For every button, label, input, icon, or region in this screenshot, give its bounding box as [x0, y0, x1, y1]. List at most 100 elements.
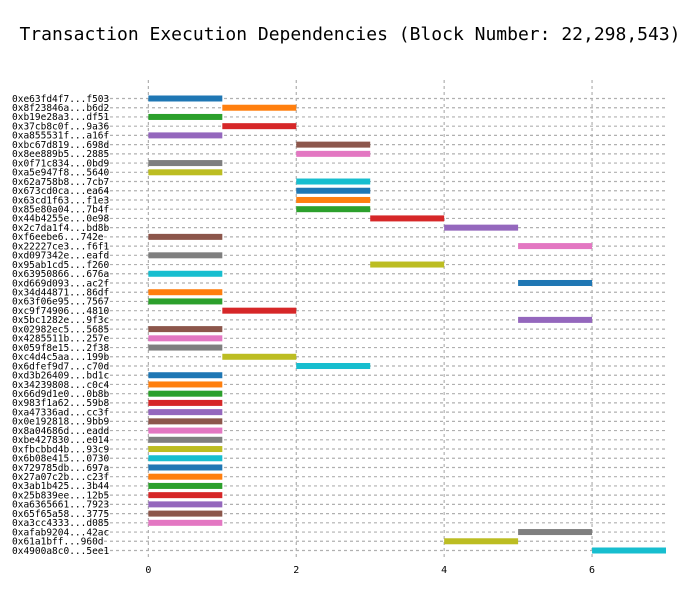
transaction-bar	[148, 169, 223, 176]
transaction-bar	[518, 316, 593, 323]
transaction-bar	[148, 427, 223, 434]
transaction-label: 0x65f65a58...3775	[12, 509, 109, 520]
transaction-bar	[148, 492, 223, 499]
transaction-bar	[148, 270, 223, 277]
transaction-label: 0xd097342e...eafd	[12, 251, 109, 262]
transaction-bar	[222, 353, 297, 360]
transaction-bar	[148, 95, 223, 102]
transaction-label: 0x63cd1f63...f1e3	[12, 195, 109, 206]
transaction-bar	[148, 289, 223, 296]
transaction-bar	[148, 409, 223, 416]
transaction-label: 0xc4d4c5aa...199b	[12, 352, 110, 363]
transaction-bar	[592, 547, 666, 554]
transaction-label: 0xa3cc4333...d085	[12, 518, 109, 529]
transaction-label: 0xd3b26409...bd1c	[12, 371, 109, 382]
transaction-label: 0x34239808...c0c4	[12, 380, 110, 391]
transaction-label: 0xafab9204...42ac	[12, 527, 109, 538]
transaction-label: 0x729785db...697a	[12, 463, 109, 474]
transaction-label: 0x059f8e15...2f38	[12, 343, 110, 354]
transaction-bar	[148, 455, 223, 462]
transaction-label: 0x25b839ee...12b5	[12, 490, 109, 501]
transaction-label: 0x61a1bff...960d	[12, 537, 104, 548]
transaction-bar	[148, 482, 223, 489]
transaction-bar	[148, 436, 223, 443]
transaction-label: 0x8ee889b5...2885	[12, 149, 109, 160]
x-tick-label: 4	[441, 565, 447, 576]
transaction-label: 0x0e192818...9bb9	[12, 417, 110, 428]
transaction-label: 0x34d44871...86df	[12, 288, 109, 299]
transaction-bar	[296, 141, 371, 148]
transaction-bar	[518, 529, 593, 536]
transaction-bar	[148, 464, 223, 471]
transaction-bar	[148, 390, 223, 397]
x-tick-label: 0	[145, 565, 151, 576]
transaction-bar	[222, 307, 297, 314]
transaction-bar	[148, 160, 223, 167]
x-tick-label: 6	[589, 565, 595, 576]
transaction-bar	[222, 123, 297, 130]
transaction-label: 0xbe427830...e014	[12, 435, 110, 446]
transaction-bar	[296, 196, 371, 203]
transaction-bar	[222, 104, 297, 111]
transaction-label: 0x27a07c2b...c23f	[12, 472, 109, 483]
transaction-bar	[296, 150, 371, 157]
transaction-label: 0x66d9d1e0...0b8b	[12, 389, 110, 400]
transaction-label: 0x8a04686d...eadd	[12, 426, 109, 437]
transaction-bar	[148, 252, 223, 259]
transaction-label: 0xa5e947f8...5640	[12, 168, 110, 179]
transaction-label: 0x983f1a62...59b8	[12, 398, 110, 409]
transaction-label: 0x8f23846a...b6d2	[12, 103, 109, 114]
transaction-bar	[148, 381, 223, 388]
x-tick-labels: 0 2 4 6	[145, 565, 595, 576]
transaction-label: 0xf6eebe6...742e	[12, 232, 104, 243]
transaction-bar	[296, 206, 371, 213]
transaction-bar	[148, 344, 223, 351]
x-tick-label: 2	[293, 565, 299, 576]
transaction-bar	[148, 335, 223, 342]
transaction-bar	[444, 538, 519, 545]
bars	[148, 95, 666, 554]
transaction-label: 0x02982ec5...5685	[12, 324, 109, 335]
transaction-bar	[148, 519, 223, 526]
transaction-label: 0xd669d093...ac2f	[12, 278, 109, 289]
transaction-label: 0x5bc1282e...9f3c	[12, 315, 109, 326]
transaction-label: 0xa6365661...7923	[12, 500, 109, 511]
transaction-bar	[148, 132, 223, 139]
transaction-bar	[444, 224, 519, 231]
transaction-label: 0xe63fd4f7...f503	[12, 94, 109, 105]
transaction-bar	[518, 243, 593, 250]
transaction-label: 0xfbcbbd4b...93c9	[12, 444, 110, 455]
transaction-label: 0x63950866...676a	[12, 269, 109, 280]
transaction-label: 0xc9f74906...4810	[12, 306, 110, 317]
transaction-label: 0x4900a8c0...5ee1	[12, 546, 110, 557]
transaction-bar	[370, 215, 445, 222]
transaction-label: 0x95ab1cd5...f260	[12, 260, 110, 271]
grid-lines	[104, 80, 666, 560]
transaction-bar	[518, 279, 593, 286]
transaction-label: 0x2c7da1f4...bd8b	[12, 223, 110, 234]
transaction-label: 0x37cb8c0f...9a36	[12, 121, 110, 132]
transaction-bar	[148, 372, 223, 379]
transaction-bar	[370, 261, 445, 268]
transaction-label: 0xbc67d819...698d	[12, 140, 109, 151]
transaction-label: 0x63f06e95...7567	[12, 297, 109, 308]
transaction-label: 0x6dfef9d7...c70d	[12, 361, 109, 372]
transaction-label: 0x3ab1b425...3b44	[12, 481, 110, 492]
y-tick-labels: 0xe63fd4f7...f5030x8f23846a...b6d20xb19e…	[12, 94, 110, 557]
transaction-label: 0x44b4255e...0e98	[12, 214, 110, 225]
transaction-bar	[148, 446, 223, 453]
transaction-label: 0x673cd0ca...ea64	[12, 186, 110, 197]
transaction-bar	[296, 187, 371, 194]
transaction-bar	[148, 418, 223, 425]
transaction-label: 0x22227ce3...f6f1	[12, 241, 110, 252]
transaction-bar	[148, 113, 223, 120]
transaction-label: 0x6b08e415...0730	[12, 454, 110, 465]
transaction-label: 0xa855531f...a16f	[12, 131, 109, 142]
transaction-bar	[148, 501, 223, 508]
transaction-bar	[148, 399, 223, 406]
transaction-bar	[148, 473, 223, 480]
chart-title: Transaction Execution Dependencies (Bloc…	[19, 24, 680, 45]
transaction-bar	[148, 233, 223, 240]
transaction-label: 0x0f71c834...0bd9	[12, 158, 110, 169]
